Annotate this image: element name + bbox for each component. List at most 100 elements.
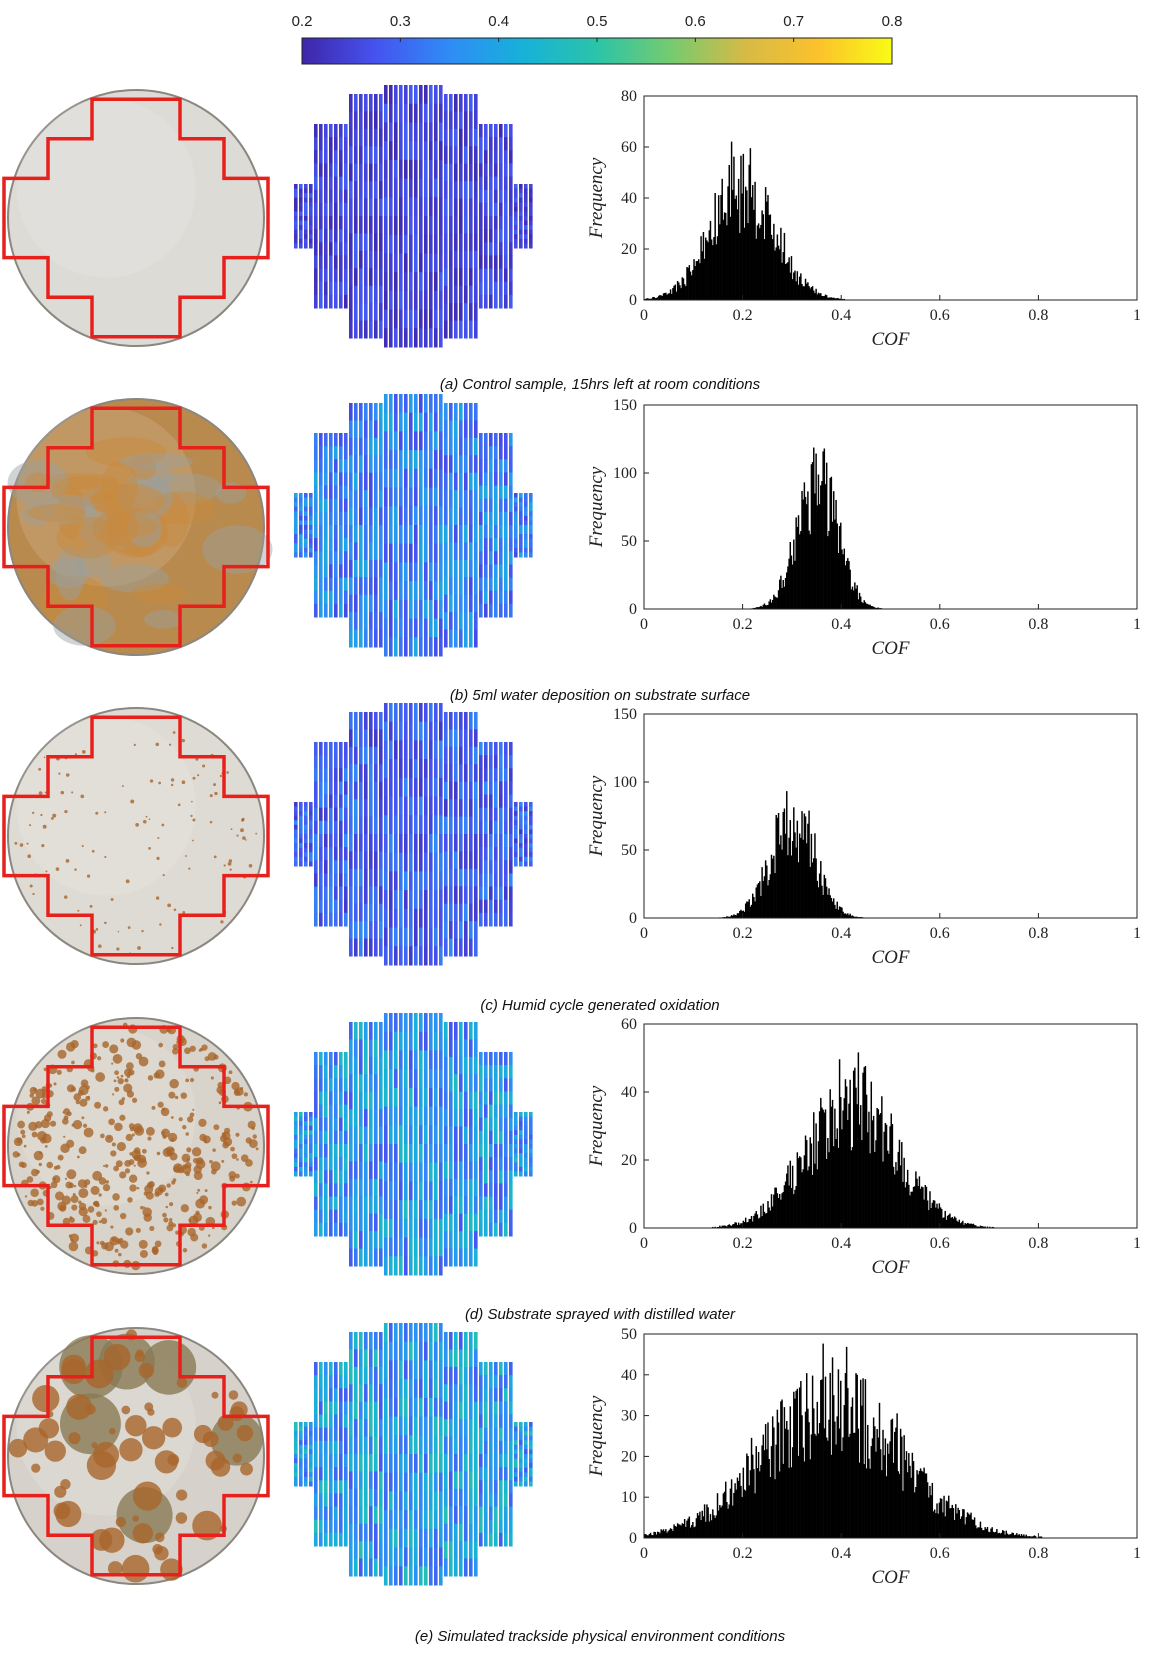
cof-map-cell — [509, 1157, 513, 1171]
cof-map-cell — [379, 559, 383, 578]
cof-map-cell — [519, 225, 523, 231]
cof-map-cell — [409, 796, 413, 816]
cof-map-cell — [474, 594, 478, 613]
histogram-bar — [750, 904, 753, 918]
oxidation-spot — [83, 1127, 94, 1138]
cof-map-cell — [394, 253, 398, 273]
cof-map-cell — [404, 141, 408, 161]
histogram-bar — [840, 1097, 842, 1228]
cof-map-cell — [369, 612, 373, 631]
cof-map-cell — [454, 1039, 458, 1058]
cof-map-cell — [444, 455, 448, 474]
cof-map-cell — [524, 506, 528, 512]
cof-map-cell — [504, 268, 508, 283]
cof-map-cell — [454, 285, 458, 304]
histogram-bar — [652, 296, 654, 300]
cof-map-cell — [494, 742, 498, 756]
oxidation-spot — [65, 859, 70, 863]
histogram-bar — [719, 224, 721, 300]
cof-map-cell — [324, 1493, 328, 1508]
cof-map-cell — [479, 202, 483, 217]
histogram-bar — [756, 884, 759, 918]
cof-map-cell — [509, 1078, 513, 1092]
cof-map-cell — [384, 1218, 388, 1239]
cof-map-cell — [424, 1454, 428, 1474]
cof-map-cell — [529, 1449, 533, 1455]
cof-map-cell — [359, 764, 363, 783]
cof-map-cell — [504, 485, 508, 500]
cof-map-cell — [484, 834, 488, 848]
oxidation-spot — [201, 1243, 208, 1249]
cof-map-cell — [464, 525, 468, 543]
cof-map-cell — [324, 1183, 328, 1198]
cof-map-cell — [369, 111, 373, 130]
oxidation-spot — [165, 1205, 169, 1209]
cof-map-cell — [369, 1558, 373, 1577]
cof-map-cell — [339, 794, 343, 809]
histogram-bar — [783, 1407, 786, 1538]
cof-map-cell — [489, 229, 493, 243]
cof-map-cell — [464, 834, 468, 852]
cof-map-cell — [484, 794, 488, 809]
cof-map-cell — [329, 1222, 333, 1237]
histogram-bar — [707, 1507, 709, 1538]
x-tick-label: 0.4 — [831, 307, 851, 324]
oxidation-spot — [192, 839, 194, 842]
cof-map-cell — [409, 1454, 413, 1474]
cof-map-cell — [444, 629, 448, 648]
cof-map-cell — [314, 807, 318, 822]
cof-map-cell — [369, 746, 373, 765]
histogram-bar — [759, 881, 761, 918]
cof-map-cell — [399, 412, 403, 432]
cof-map-cell — [359, 1454, 363, 1472]
histogram-bar — [899, 1165, 902, 1228]
cof-map-cell — [479, 189, 483, 204]
cof-map-cell — [354, 437, 358, 456]
histogram-bar — [870, 605, 873, 609]
histogram-bar — [717, 1510, 720, 1538]
cof-map-cell — [414, 394, 418, 414]
cof-map-cell — [329, 281, 333, 296]
oxidation-spot — [71, 1060, 75, 1065]
cof-map-cell — [359, 268, 363, 287]
cof-map-cell — [509, 472, 513, 487]
cof-map-cell — [294, 1130, 298, 1136]
oxidation-spot — [38, 791, 43, 796]
cof-map-cell — [519, 1472, 523, 1478]
cof-map-cell — [399, 1181, 403, 1201]
histogram-bar — [665, 292, 667, 300]
cof-map-cell — [474, 1144, 478, 1162]
cof-map-cell — [459, 1022, 463, 1040]
histogram-bar — [992, 1226, 995, 1228]
oxidation-spot — [124, 1068, 132, 1077]
cof-map-cell — [424, 1528, 428, 1549]
histogram-bar — [797, 284, 800, 300]
cof-map-cell — [374, 816, 378, 835]
cof-map-cell — [499, 1104, 503, 1119]
cof-map-cell — [414, 1031, 418, 1051]
cof-map-cell — [484, 1222, 488, 1237]
cof-map-cell — [479, 1196, 483, 1211]
cof-map-cell — [339, 1493, 343, 1508]
cof-map-cell — [379, 816, 383, 835]
cof-map-cell — [424, 1144, 428, 1164]
cof-map-cell — [429, 562, 433, 582]
oxidation-spot — [125, 1062, 134, 1071]
cof-map-cell — [519, 824, 523, 830]
cof-map-cell — [429, 1510, 433, 1530]
cof-map-cell — [454, 128, 458, 147]
cof-map-cell — [329, 1196, 333, 1211]
cof-map-cell — [464, 712, 468, 730]
cof-map-cell — [299, 229, 303, 235]
cof-map-cell — [414, 946, 418, 966]
cof-map-cell — [449, 146, 453, 165]
histogram-bar — [923, 1199, 925, 1228]
cof-map-cell — [359, 1161, 363, 1180]
cof-map-cell — [429, 908, 433, 929]
cof-map-cell — [459, 250, 463, 269]
cof-map-cell — [514, 1125, 518, 1131]
cof-map-cell — [369, 629, 373, 648]
cof-map-cell — [494, 1104, 498, 1119]
cof-map-cell — [369, 198, 373, 217]
cof-map-cell — [324, 1196, 328, 1211]
